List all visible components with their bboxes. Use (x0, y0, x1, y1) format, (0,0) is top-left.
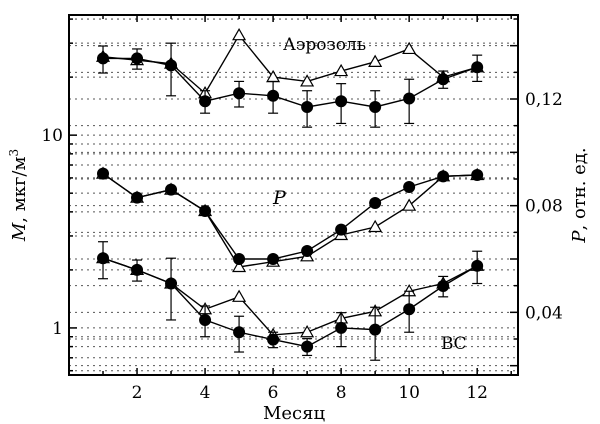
data-point-circle-aerosol (199, 95, 212, 108)
data-point-circle-bc (403, 303, 416, 316)
series-line-p (102, 173, 478, 260)
data-point-circle-bc (267, 333, 280, 346)
data-point-circle-p (131, 191, 144, 204)
data-point-circle-bc (301, 340, 314, 353)
data-point-circle-bc (233, 326, 246, 339)
data-point-circle-bc (97, 252, 110, 265)
data-point-circle-bc (437, 280, 450, 293)
data-point-circle-aerosol (335, 95, 348, 108)
annotation-p: P (272, 187, 287, 209)
data-point-circle-p (335, 223, 348, 236)
y-left-tick-label: 10 (41, 126, 63, 146)
data-point-circle-bc (131, 263, 144, 276)
series-line-aerosol (103, 57, 478, 108)
series-line-p (102, 173, 478, 268)
data-point-circle-aerosol (403, 92, 416, 105)
y-left-tick-label: 1 (52, 319, 63, 339)
x-tick-label: 6 (268, 383, 279, 403)
data-point-circle-aerosol (437, 73, 450, 86)
data-point-circle-aerosol (165, 59, 178, 72)
data-point-circle-aerosol (97, 52, 110, 65)
data-point-circle-p (165, 183, 178, 196)
y-right-title-unit: , отн. ед. (569, 147, 590, 230)
data-point-circle-p (471, 169, 484, 181)
x-tick-label: 8 (336, 383, 347, 403)
data-point-circle-p (199, 205, 212, 217)
x-axis-title: Месяц (263, 403, 326, 424)
data-point-circle-bc (165, 277, 178, 290)
data-point-triangle-aerosol (402, 41, 417, 55)
plot-frame (68, 14, 519, 376)
series-line-bc (102, 257, 478, 348)
data-point-circle-p (369, 197, 382, 209)
data-point-circle-bc (199, 313, 212, 326)
data-point-circle-aerosol (471, 61, 484, 74)
annotation-bc: ВС (441, 334, 467, 354)
y-left-title-unit: , мкг/м (9, 157, 30, 223)
data-point-circle-p (437, 170, 450, 183)
data-point-circle-aerosol (301, 100, 314, 113)
data-point-circle-p (267, 253, 280, 265)
data-point-circle-p (97, 167, 110, 180)
x-tick-label: 2 (132, 383, 143, 403)
y-right-tick-label: 0,08 (525, 197, 563, 217)
data-point-circle-p (233, 253, 246, 265)
y-right-axis-title: P, отн. ед. (569, 147, 590, 243)
data-point-triangle-p (402, 198, 417, 211)
y-left-axis-title: M, мкг/м3 (7, 149, 30, 242)
data-point-circle-bc (369, 323, 382, 336)
data-point-triangle-aerosol (232, 27, 247, 41)
data-point-circle-aerosol (267, 89, 280, 102)
data-point-triangle-bc (300, 325, 315, 338)
data-point-circle-aerosol (369, 100, 382, 113)
data-point-circle-p (301, 245, 314, 257)
y-right-tick-label: 0,04 (525, 303, 563, 323)
x-tick-label: 4 (200, 383, 211, 403)
data-point-circle-bc (471, 259, 484, 272)
data-point-circle-p (403, 181, 416, 193)
x-tick-label: 12 (466, 383, 488, 403)
y-left-title-var: M (9, 222, 30, 242)
data-point-circle-aerosol (233, 87, 246, 100)
axis-ticks: 2 4 6 8 10 12 1 10 0,04 0,08 0,12 (41, 15, 563, 403)
data-point-triangle-bc (232, 289, 247, 302)
data-point-circle-bc (335, 321, 348, 334)
data-point-triangle-aerosol (334, 63, 349, 77)
annotation-aerosol: Аэрозоль (283, 35, 366, 55)
y-right-tick-label: 0,12 (525, 90, 563, 110)
data-point-triangle-p (368, 219, 383, 233)
y-right-title-var: P (569, 230, 590, 244)
data-point-triangle-p (232, 259, 247, 273)
series (95, 27, 485, 361)
x-tick-label: 10 (398, 383, 420, 403)
data-point-circle-aerosol (131, 52, 144, 65)
y-left-title-sup: 3 (7, 149, 21, 157)
data-point-triangle-aerosol (300, 74, 315, 87)
data-point-triangle-aerosol (368, 54, 383, 67)
